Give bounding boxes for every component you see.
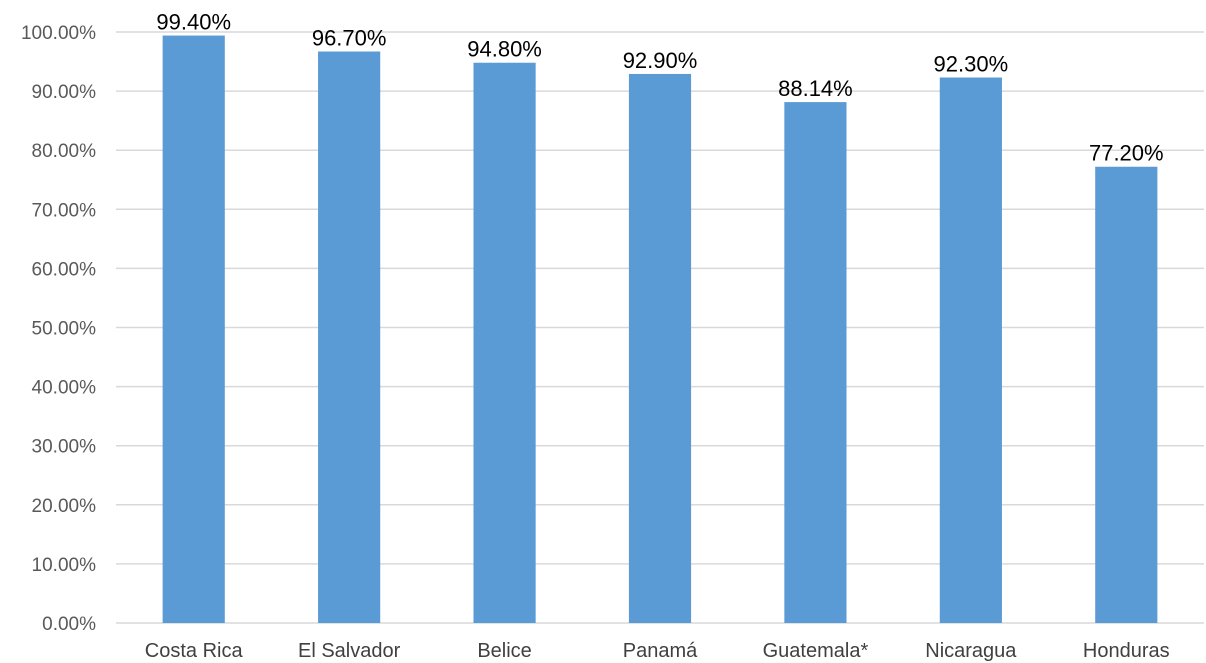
- x-tick-label: Belice: [477, 640, 531, 662]
- y-tick-label: 90.00%: [32, 82, 97, 103]
- y-tick-label: 10.00%: [32, 555, 97, 576]
- y-tick-label: 20.00%: [32, 496, 97, 517]
- x-tick-label: Nicaragua: [925, 640, 1017, 662]
- data-label: 94.80%: [467, 37, 542, 62]
- y-tick-label: 0.00%: [42, 614, 96, 635]
- bar: [162, 35, 225, 623]
- data-label: 77.20%: [1089, 141, 1164, 166]
- x-tick-label: Panamá: [623, 640, 698, 662]
- y-tick-label: 70.00%: [32, 200, 97, 221]
- x-tick-label: El Salvador: [298, 640, 401, 662]
- data-label: 92.30%: [934, 52, 1009, 77]
- bar: [473, 62, 536, 624]
- y-axis-tick-labels: 0.00% 10.00% 20.00% 30.00% 40.00% 50.00% 60.00…: [21, 23, 96, 635]
- bar: [1095, 166, 1158, 624]
- data-label: 88.14%: [778, 76, 853, 101]
- data-label: 92.90%: [623, 48, 698, 73]
- bar: [784, 102, 847, 624]
- bar: [939, 77, 1002, 623]
- y-tick-label: 80.00%: [32, 141, 97, 162]
- data-labels: 99.40% 96.70% 94.80% 92.90% 88.14% 92.30% 77.2…: [156, 10, 1163, 166]
- data-label: 99.40%: [156, 10, 231, 35]
- x-tick-label: Honduras: [1083, 640, 1170, 662]
- bar: [628, 73, 692, 623]
- y-tick-label: 40.00%: [32, 378, 97, 399]
- y-tick-label: 100.00%: [21, 23, 96, 44]
- x-axis-tick-labels: Costa Rica El Salvador Belice Panamá Guatema…: [145, 640, 1170, 662]
- y-tick-label: 50.00%: [32, 319, 97, 340]
- bars: [162, 35, 1158, 624]
- y-tick-label: 60.00%: [32, 259, 97, 280]
- x-tick-label: Costa Rica: [145, 640, 244, 662]
- data-label: 96.70%: [312, 26, 387, 51]
- y-tick-label: 30.00%: [32, 437, 97, 458]
- bar: [318, 51, 381, 624]
- x-tick-label: Guatemala*: [763, 640, 869, 662]
